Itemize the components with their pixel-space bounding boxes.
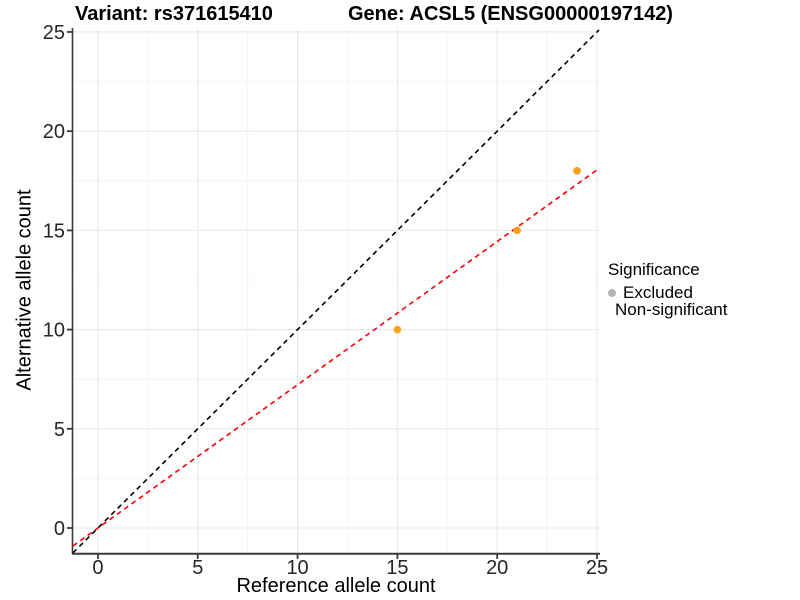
legend: Significance Excluded Non-significant — [608, 260, 727, 318]
legend-label-excluded: Excluded — [623, 283, 693, 302]
x-tick-label: 20 — [486, 557, 508, 579]
legend-item-non-significant: Non-significant — [608, 301, 727, 318]
plot-title-gene: Gene: ACSL5 (ENSG00000197142) — [348, 3, 673, 25]
x-tick-label: 15 — [386, 557, 408, 579]
x-tick-label: 0 — [92, 557, 103, 579]
data-point — [513, 226, 521, 235]
legend-key-excluded-dot — [608, 288, 616, 297]
data-point — [573, 167, 581, 175]
legend-title: Significance — [608, 260, 700, 279]
y-tick-label: 20 — [43, 121, 65, 143]
legend-label-non-significant: Non-significant — [615, 300, 728, 319]
fit-line — [72, 167, 600, 547]
x-tick-label: 25 — [586, 557, 608, 579]
y-tick-label: 15 — [43, 220, 65, 242]
y-axis-title: Alternative allele count — [13, 189, 36, 391]
x-tick-label: 10 — [286, 557, 308, 579]
y-tick-label: 0 — [54, 518, 65, 540]
y-tick-label: 25 — [43, 22, 65, 44]
plot-title-variant: Variant: rs371615410 — [75, 3, 273, 25]
x-tick-label: 5 — [192, 557, 203, 579]
legend-item-excluded: Excluded — [608, 284, 727, 301]
identity-line — [72, 29, 600, 554]
x-axis-title: Reference allele count — [236, 575, 436, 597]
y-tick-label: 5 — [54, 419, 65, 441]
y-tick-label: 10 — [43, 320, 65, 342]
data-point — [393, 325, 402, 334]
